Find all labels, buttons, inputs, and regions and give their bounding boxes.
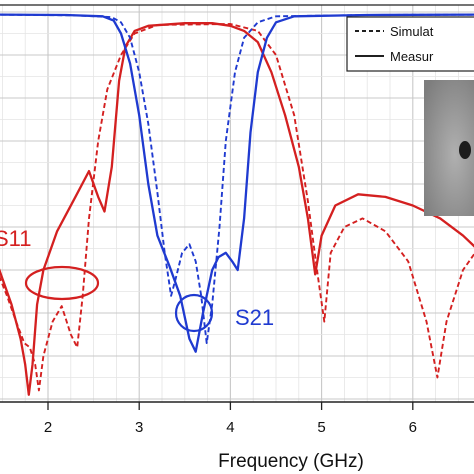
s11-ellipse-marker bbox=[24, 265, 100, 301]
grid bbox=[0, 5, 474, 402]
curves bbox=[0, 13, 474, 396]
legend-label-measured: Measur bbox=[390, 49, 434, 64]
inset-photo bbox=[424, 80, 474, 216]
series-s11-simulated bbox=[0, 23, 474, 392]
legend: Simulat Measur bbox=[346, 16, 474, 72]
series-s21-simulated bbox=[0, 13, 474, 345]
legend-label-simulated: Simulat bbox=[390, 24, 434, 39]
legend-box bbox=[346, 16, 474, 72]
series-s21-measured bbox=[0, 13, 474, 353]
s11-annotation: S11 bbox=[0, 226, 32, 251]
inset-photo-dot bbox=[459, 141, 471, 159]
s21-annotation: S21 bbox=[235, 305, 274, 330]
x-tick-label: 5 bbox=[317, 419, 325, 436]
x-tick-label: 3 bbox=[135, 419, 143, 436]
s21-circle-marker bbox=[174, 293, 214, 333]
x-tick-label: 4 bbox=[226, 419, 234, 436]
x-tick-label: 6 bbox=[409, 419, 417, 436]
x-tick-label: 2 bbox=[44, 419, 52, 436]
x-axis-title: Frequency (GHz) bbox=[218, 451, 364, 472]
x-ticks: 2 3 4 5 6 bbox=[44, 402, 417, 436]
series-s11-measured bbox=[0, 22, 474, 396]
